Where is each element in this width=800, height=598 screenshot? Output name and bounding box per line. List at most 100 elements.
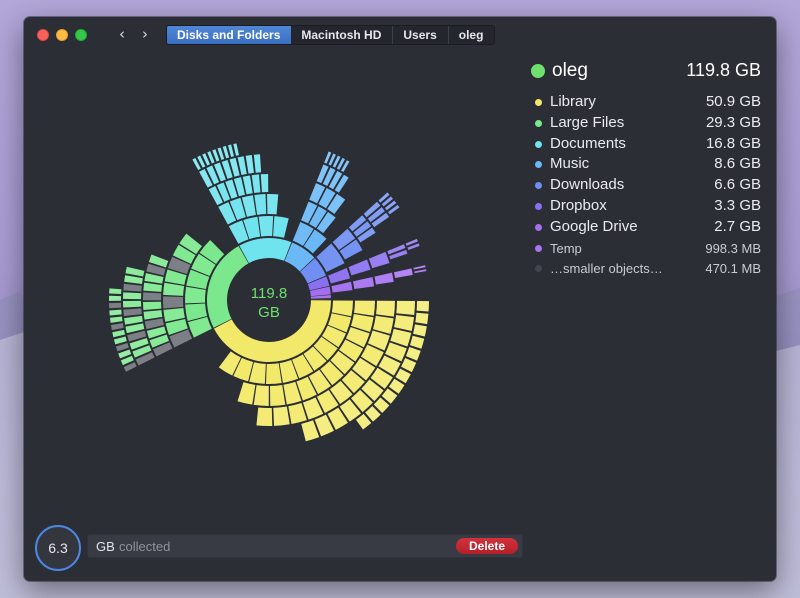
sunburst-segment[interactable] bbox=[378, 355, 401, 376]
legend-item[interactable]: Temp 998.3 MB bbox=[529, 238, 769, 259]
sunburst-segment[interactable] bbox=[331, 281, 353, 293]
sunburst-segment[interactable] bbox=[227, 144, 234, 157]
sunburst-segment[interactable] bbox=[381, 196, 393, 207]
sunburst-segment[interactable] bbox=[144, 273, 164, 284]
sunburst-segment[interactable] bbox=[365, 405, 381, 422]
sunburst-segment[interactable] bbox=[258, 216, 274, 237]
sunburst-segment[interactable] bbox=[415, 312, 429, 325]
sunburst-segment[interactable] bbox=[354, 300, 375, 316]
sunburst-segment[interactable] bbox=[328, 313, 352, 333]
sunburst-segment[interactable] bbox=[309, 206, 327, 228]
sunburst-segment[interactable] bbox=[123, 362, 137, 372]
sunburst-segment[interactable] bbox=[393, 268, 413, 278]
sunburst-segment[interactable] bbox=[303, 229, 327, 254]
sunburst-segment[interactable] bbox=[332, 155, 341, 168]
legend-item[interactable]: Dropbox 3.3 GB bbox=[529, 196, 769, 217]
sunburst-segment[interactable] bbox=[314, 414, 334, 437]
sunburst-segment[interactable] bbox=[339, 339, 364, 362]
sunburst-segment[interactable] bbox=[389, 249, 408, 260]
sunburst-segment[interactable] bbox=[237, 156, 247, 176]
sunburst-segment[interactable] bbox=[109, 316, 123, 323]
sunburst-segment[interactable] bbox=[113, 336, 127, 345]
sunburst-segment[interactable] bbox=[143, 301, 162, 310]
sunburst-segment[interactable] bbox=[336, 157, 345, 170]
legend-item[interactable]: Library 50.9 GB bbox=[529, 92, 769, 113]
sunburst-segment[interactable] bbox=[296, 376, 317, 401]
sunburst-segment[interactable] bbox=[212, 149, 220, 162]
sunburst-segment[interactable] bbox=[339, 239, 363, 260]
sunburst-segment[interactable] bbox=[208, 186, 223, 206]
sunburst-segment[interactable] bbox=[351, 389, 373, 413]
sunburst-segment[interactable] bbox=[301, 201, 318, 224]
sunburst-segment[interactable] bbox=[327, 193, 346, 214]
sunburst-segment[interactable] bbox=[310, 286, 331, 297]
sunburst-segment[interactable] bbox=[199, 240, 225, 265]
sunburst-segment[interactable] bbox=[186, 269, 210, 290]
sunburst-segment[interactable] bbox=[216, 182, 231, 202]
sunburst-segment[interactable] bbox=[292, 354, 314, 379]
sunburst-segment[interactable] bbox=[376, 300, 395, 317]
sunburst-segment[interactable] bbox=[387, 244, 406, 255]
sunburst-segment[interactable] bbox=[206, 165, 220, 185]
sunburst-segment[interactable] bbox=[283, 381, 302, 405]
sunburst-segment[interactable] bbox=[313, 336, 338, 361]
breadcrumb-users[interactable]: Users bbox=[393, 26, 449, 44]
sunburst-segment[interactable] bbox=[207, 245, 249, 328]
sunburst-segment[interactable] bbox=[239, 238, 292, 264]
sunburst-segment[interactable] bbox=[381, 388, 398, 404]
sunburst-segment[interactable] bbox=[385, 342, 407, 362]
sunburst-segment[interactable] bbox=[407, 243, 420, 250]
breadcrumb-oleg[interactable]: oleg bbox=[458, 28, 484, 42]
sunburst-segment[interactable] bbox=[328, 153, 336, 166]
sunburst-segment[interactable] bbox=[225, 179, 238, 199]
sunburst-segment[interactable] bbox=[110, 323, 124, 331]
sunburst-segment[interactable] bbox=[197, 155, 206, 168]
sunburst-segment[interactable] bbox=[146, 263, 166, 276]
sunburst-segment[interactable] bbox=[135, 352, 155, 366]
sunburst-segment[interactable] bbox=[207, 151, 215, 164]
sunburst-segment[interactable] bbox=[233, 177, 246, 197]
collector-drop-area[interactable]: GB collected Delete bbox=[87, 534, 523, 558]
sunburst-segment[interactable] bbox=[273, 406, 290, 426]
sunburst-segment[interactable] bbox=[184, 286, 206, 304]
sunburst-segment[interactable] bbox=[405, 238, 418, 246]
sunburst-segment[interactable] bbox=[132, 345, 152, 358]
sunburst-segment[interactable] bbox=[348, 215, 367, 232]
sunburst-segment[interactable] bbox=[390, 328, 412, 347]
legend-item[interactable]: Large Files 29.3 GB bbox=[529, 113, 769, 134]
sunburst-segment[interactable] bbox=[164, 269, 187, 285]
sunburst-segment[interactable] bbox=[202, 153, 210, 166]
sunburst-segment[interactable] bbox=[251, 174, 261, 194]
sunburst-segment[interactable] bbox=[279, 360, 299, 383]
sunburst-segment[interactable] bbox=[169, 329, 193, 348]
sunburst-segment[interactable] bbox=[361, 379, 384, 402]
sunburst-segment[interactable] bbox=[371, 212, 390, 228]
sunburst-segment[interactable] bbox=[254, 194, 267, 215]
sunburst-segment[interactable] bbox=[242, 175, 253, 195]
sunburst-segment[interactable] bbox=[302, 397, 324, 420]
sunburst-segment[interactable] bbox=[309, 183, 326, 204]
sunburst-segment[interactable] bbox=[228, 220, 249, 244]
sunburst-segment[interactable] bbox=[367, 207, 385, 223]
sunburst-segment[interactable] bbox=[284, 242, 315, 272]
sunburst-segment[interactable] bbox=[328, 267, 351, 284]
sunburst-segment[interactable] bbox=[292, 222, 314, 246]
sunburst-segment[interactable] bbox=[149, 334, 170, 348]
sunburst-segment[interactable] bbox=[310, 298, 331, 300]
sunburst-segment[interactable] bbox=[413, 265, 426, 270]
sunburst-segment[interactable] bbox=[127, 330, 147, 342]
sunburst-segment[interactable] bbox=[109, 295, 122, 301]
sunburst-segment[interactable] bbox=[165, 318, 188, 336]
sunburst-segment[interactable] bbox=[357, 227, 376, 243]
sunburst-segment[interactable] bbox=[352, 277, 375, 289]
sunburst-segment[interactable] bbox=[109, 302, 122, 309]
sunburst-segment[interactable] bbox=[350, 314, 374, 332]
sunburst-segment[interactable] bbox=[378, 192, 390, 203]
sunburst-segment[interactable] bbox=[331, 300, 353, 317]
sunburst-segment[interactable] bbox=[360, 344, 384, 367]
sunburst-segment[interactable] bbox=[118, 349, 132, 359]
sunburst-segment[interactable] bbox=[163, 296, 184, 309]
sunburst-segment[interactable] bbox=[303, 346, 327, 371]
sunburst-segment[interactable] bbox=[124, 275, 143, 284]
sunburst-segment[interactable] bbox=[416, 301, 429, 312]
